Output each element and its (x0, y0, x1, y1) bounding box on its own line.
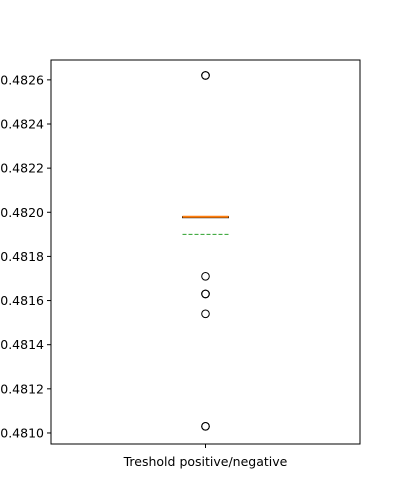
flier-point (201, 422, 210, 431)
y-tick-label: 0.4826 (0, 72, 44, 87)
y-tick-label: 0.4816 (0, 293, 44, 308)
x-tick-label: Treshold positive/negative (123, 454, 288, 469)
y-tick-label: 0.4822 (0, 161, 44, 176)
flier-point (201, 309, 210, 319)
y-tick-label: 0.4824 (0, 117, 44, 132)
y-tick-label: 0.4820 (0, 205, 44, 220)
plot-area: 0.4810 0.4812 0.4814 0.4816 0.4818 0.4820 0.48… (0, 59, 361, 469)
y-tick-label: 0.4818 (0, 249, 44, 264)
y-tick-label: 0.4812 (0, 381, 44, 396)
flier-point (201, 71, 210, 80)
flier-point (201, 289, 210, 299)
flier-point (201, 271, 210, 281)
y-tick-label: 0.4810 (0, 425, 44, 440)
axes-frame (50, 59, 361, 445)
y-tick-label: 0.4814 (0, 337, 44, 352)
